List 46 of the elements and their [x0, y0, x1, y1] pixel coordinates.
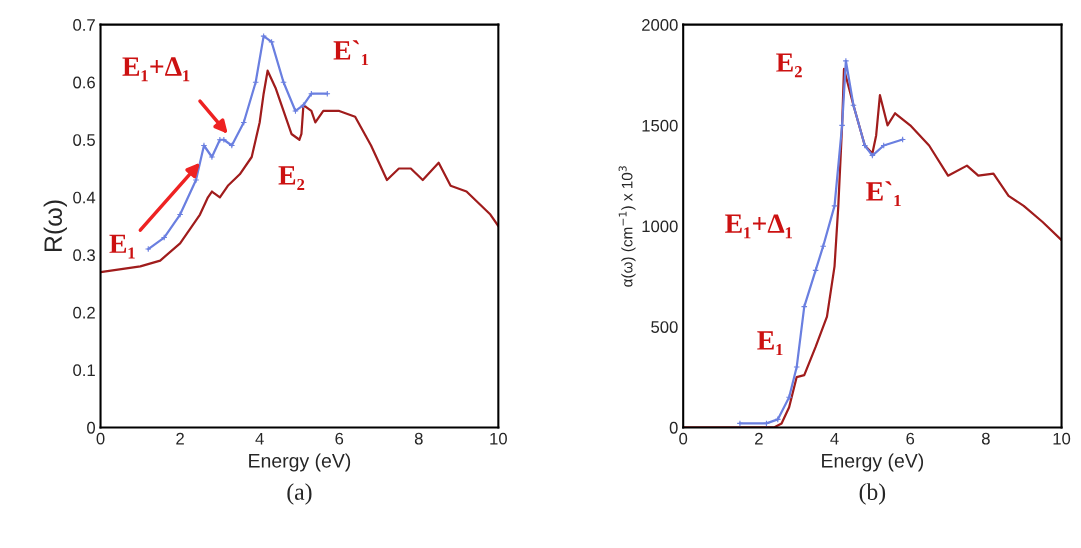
point: [220, 136, 228, 144]
annotation: E`₁: [333, 40, 369, 66]
point: [819, 242, 827, 250]
x-tick-label: 2: [176, 432, 184, 445]
y-tick-label: 0.1: [73, 364, 95, 377]
y-tick-label: 0.5: [73, 134, 95, 146]
annotation: E₂: [278, 166, 305, 190]
y-tick-label: 1000: [642, 220, 678, 233]
x-tick-label: 4: [255, 432, 264, 445]
y-tick-label: 1500: [642, 119, 678, 132]
x-tick-label: 2: [755, 432, 763, 445]
y-tick-label: 0.3: [73, 249, 95, 262]
annotation: E`₁: [866, 181, 901, 207]
y-tick-label: 500: [651, 321, 678, 333]
point: [785, 393, 793, 401]
y-axis-title: α(ω) (cm$^{−1}$) x 10$^{3}$: [618, 166, 636, 287]
point: [736, 420, 744, 427]
x-tick-label: 10: [1053, 432, 1071, 445]
annotation: E₁+Δ₁: [725, 214, 792, 239]
x-tick-label: 10: [490, 432, 507, 445]
annotation: E₁+Δ₁: [122, 57, 190, 82]
point: [292, 107, 299, 115]
y-tick-label: 0.6: [73, 76, 95, 89]
annotation: E₁: [757, 331, 783, 356]
x-tick-label: 0: [96, 432, 105, 445]
y-tick-label: 2000: [642, 19, 678, 31]
y-tick-label: 0.2: [73, 306, 95, 319]
y-tick-label: 0: [87, 421, 96, 434]
x-axis-title: Energy (eV): [249, 453, 351, 472]
x-tick-label: 6: [335, 432, 344, 445]
x-axis-title: Energy (eV): [822, 453, 924, 472]
point: [144, 245, 152, 253]
annotation: E₂: [776, 53, 802, 78]
x-tick-label: 8: [981, 432, 990, 445]
point: [208, 153, 216, 161]
x-tick-label: 0: [679, 432, 688, 445]
x-tick-label: 8: [414, 432, 423, 445]
x-tick-label: 4: [830, 432, 839, 445]
text: (b): [859, 483, 886, 505]
y-tick-label: 0.4: [73, 191, 96, 204]
text: (a): [287, 483, 312, 505]
x-tick-label: 6: [906, 432, 915, 445]
y-tick-label: 0: [669, 421, 678, 434]
y-tick-label: 0.7: [73, 19, 95, 31]
annotation: E₁: [109, 234, 135, 259]
y-axis-title: R(ω): [43, 200, 67, 252]
